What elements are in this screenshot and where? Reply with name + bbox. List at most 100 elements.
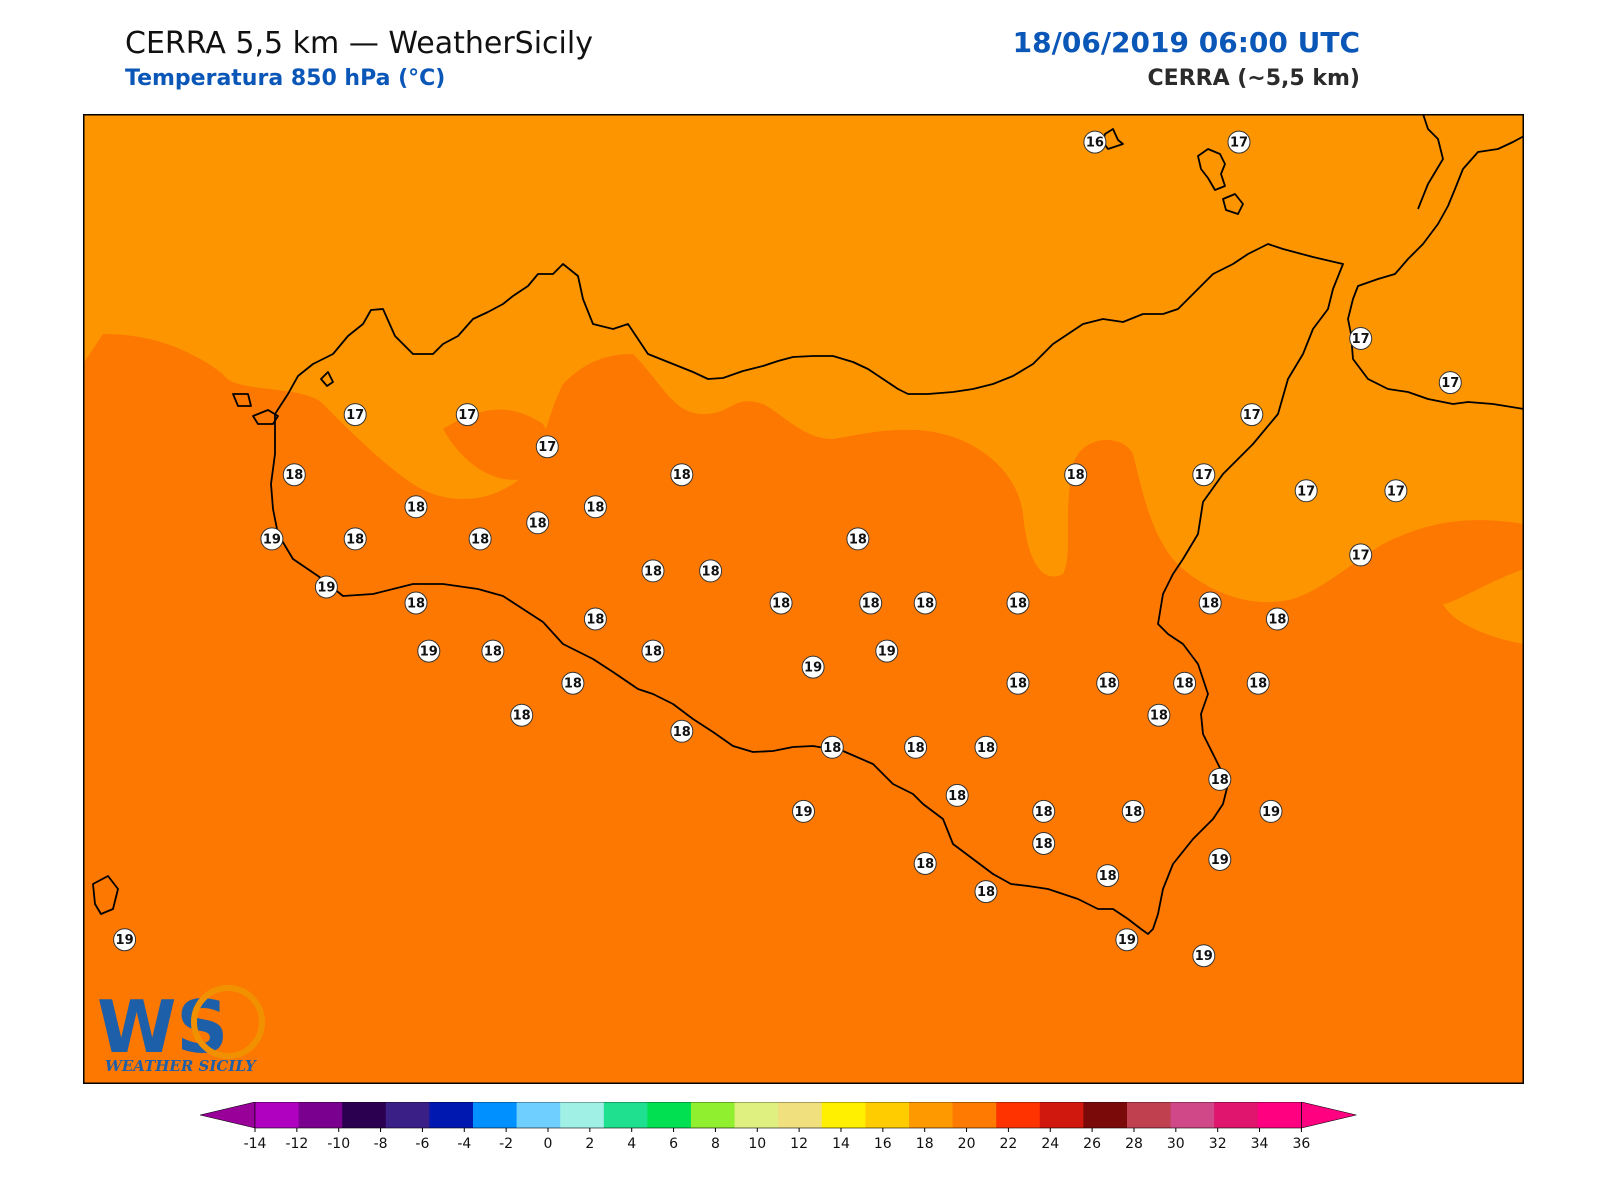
station-labels: 16 17 17 17 17 17 17 17 17 17 17 17 18 18 18 18 18 18 18 18… bbox=[113, 130, 1462, 968]
station-value: 19 bbox=[263, 532, 281, 547]
station-value: 18 bbox=[586, 500, 604, 515]
station-value: 19 bbox=[804, 661, 822, 676]
egadi-island-1 bbox=[232, 393, 252, 407]
logo-sun-icon bbox=[191, 985, 265, 1059]
colorbar-over-arrow bbox=[1301, 1102, 1357, 1129]
station-marker bbox=[1240, 403, 1264, 427]
station-marker bbox=[1032, 832, 1056, 855]
station-marker bbox=[769, 591, 793, 615]
field-band-16-18 bbox=[83, 114, 1524, 603]
station-value: 18 bbox=[916, 597, 934, 612]
station-value: 18 bbox=[407, 597, 425, 612]
station-marker bbox=[1246, 671, 1270, 695]
station-value: 16 bbox=[1086, 136, 1104, 151]
station-marker bbox=[343, 403, 367, 427]
station-value: 19 bbox=[1195, 949, 1213, 964]
station-marker bbox=[314, 575, 338, 599]
station-marker bbox=[904, 735, 928, 759]
station-marker bbox=[974, 880, 998, 904]
station-value: 18 bbox=[1150, 709, 1168, 724]
station-marker bbox=[1259, 799, 1283, 823]
colorbar-cell bbox=[473, 1102, 518, 1128]
station-value: 18 bbox=[1124, 805, 1142, 820]
valid-datetime: 18/06/2019 06:00 UTC bbox=[1012, 26, 1360, 59]
station-marker bbox=[343, 527, 367, 551]
station-marker bbox=[1208, 767, 1232, 791]
colorbar-cell bbox=[691, 1102, 736, 1128]
station-marker bbox=[1147, 703, 1171, 727]
station-marker bbox=[913, 591, 937, 615]
colorbar-cell bbox=[996, 1102, 1041, 1128]
station-value: 19 bbox=[317, 581, 335, 596]
station-value: 18 bbox=[862, 597, 880, 612]
station-marker bbox=[1083, 130, 1107, 154]
station-marker bbox=[1227, 130, 1251, 154]
station-marker bbox=[1198, 591, 1222, 615]
colorbar-tick-label: 18 bbox=[916, 1136, 934, 1152]
temperature-colorbar: -14 -12 -10 -8 -6 -4 -2 0 2 4 6 8 10 12 14 16 18 20 22 24 26… bbox=[200, 1102, 1357, 1152]
colorbar-tick-label: -6 bbox=[415, 1136, 429, 1152]
station-marker bbox=[468, 527, 492, 551]
colorbar-cell bbox=[1083, 1102, 1128, 1128]
station-marker bbox=[875, 639, 899, 663]
station-value: 18 bbox=[916, 857, 934, 872]
ustica bbox=[320, 371, 334, 387]
station-value: 18 bbox=[644, 645, 662, 660]
colorbar-cell bbox=[778, 1102, 823, 1128]
colorbar-cell bbox=[1257, 1102, 1302, 1128]
station-value: 19 bbox=[794, 805, 812, 820]
station-marker bbox=[583, 495, 607, 519]
aeolian-island-2 bbox=[1197, 148, 1226, 191]
map-title: CERRA 5,5 km — WeatherSicily bbox=[125, 26, 593, 61]
colorbar-tick-label: -8 bbox=[374, 1136, 388, 1152]
station-marker bbox=[113, 928, 137, 952]
station-marker bbox=[1064, 463, 1088, 487]
station-value: 19 bbox=[116, 933, 134, 948]
station-marker bbox=[1115, 928, 1139, 952]
station-value: 18 bbox=[1067, 468, 1085, 483]
station-marker bbox=[801, 655, 825, 679]
station-marker bbox=[859, 591, 883, 615]
pantelleria bbox=[92, 875, 119, 915]
station-marker bbox=[583, 607, 607, 631]
station-marker bbox=[481, 639, 505, 663]
colorbar-cell bbox=[255, 1102, 300, 1128]
station-value: 18 bbox=[1099, 869, 1117, 884]
station-value: 18 bbox=[484, 645, 502, 660]
station-marker bbox=[641, 639, 665, 663]
station-value: 17 bbox=[1441, 376, 1459, 391]
station-value: 18 bbox=[285, 468, 303, 483]
station-marker bbox=[1294, 479, 1318, 503]
colorbar-tick-label: 0 bbox=[544, 1136, 553, 1152]
colorbar-tick-label: 2 bbox=[585, 1136, 594, 1152]
station-marker bbox=[974, 735, 998, 759]
colorbar-tick-label: -4 bbox=[457, 1136, 471, 1152]
station-marker bbox=[1192, 944, 1216, 968]
station-value: 18 bbox=[471, 532, 489, 547]
colorbar-tick-label: 36 bbox=[1292, 1136, 1310, 1152]
station-value: 17 bbox=[1230, 136, 1248, 151]
colorbar-tick-label: 34 bbox=[1251, 1136, 1269, 1152]
station-marker bbox=[1192, 463, 1216, 487]
colorbar-cell bbox=[298, 1102, 343, 1128]
station-value: 18 bbox=[346, 532, 364, 547]
station-value: 18 bbox=[673, 468, 691, 483]
station-marker bbox=[699, 559, 723, 583]
colorbar-cell bbox=[865, 1102, 910, 1128]
station-marker bbox=[820, 735, 844, 759]
station-marker bbox=[792, 799, 815, 823]
egadi-island-2 bbox=[252, 409, 279, 425]
colorbar-cell bbox=[560, 1102, 605, 1128]
colorbar-cell bbox=[1127, 1102, 1172, 1128]
station-marker bbox=[1384, 479, 1408, 503]
colorbar-tick-label: -2 bbox=[499, 1136, 513, 1152]
station-value: 17 bbox=[1297, 484, 1315, 499]
station-marker bbox=[1121, 799, 1145, 823]
colorbar-under-arrow bbox=[200, 1102, 256, 1129]
station-marker bbox=[846, 527, 870, 551]
station-value: 19 bbox=[878, 645, 896, 660]
station-value: 17 bbox=[1352, 332, 1370, 347]
colorbar-tick-label: 30 bbox=[1167, 1136, 1185, 1152]
colorbar-tick-label: 12 bbox=[790, 1136, 808, 1152]
colorbar-tick-label: 16 bbox=[874, 1136, 892, 1152]
